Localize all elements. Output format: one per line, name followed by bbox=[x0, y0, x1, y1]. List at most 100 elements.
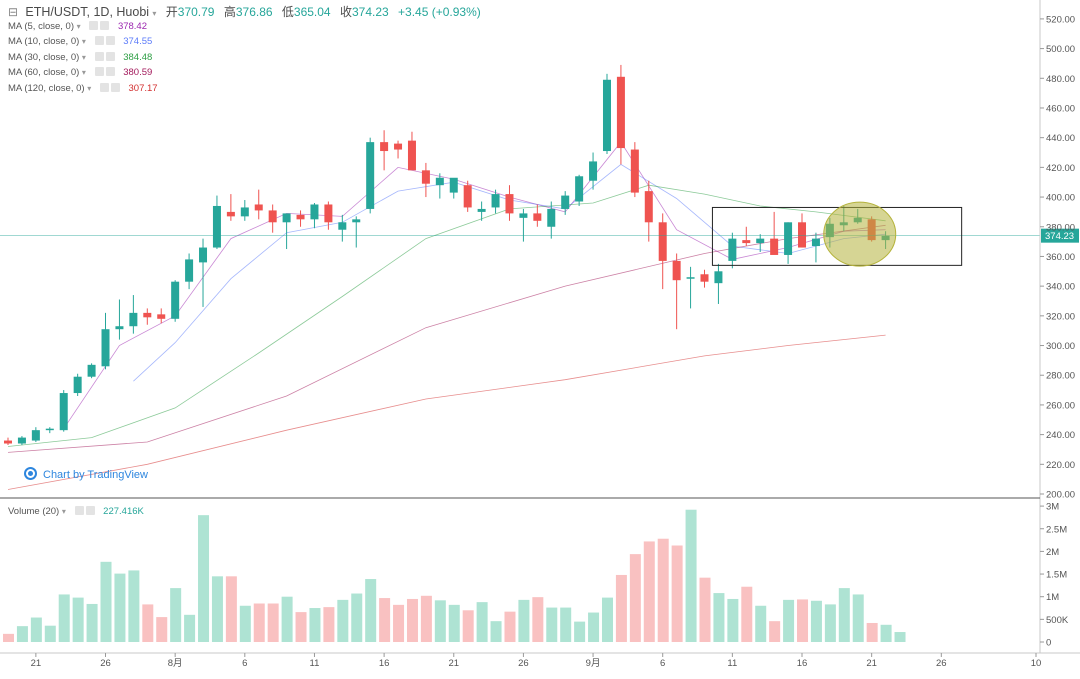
close-label: 收 bbox=[339, 5, 352, 19]
indicator-volume[interactable]: Volume (20) ▾ 227.416K bbox=[8, 506, 144, 517]
volume-tick-label: 0 bbox=[1046, 638, 1051, 649]
collapse-icon[interactable]: ⊟ bbox=[8, 5, 19, 19]
chevron-down-icon[interactable]: ▾ bbox=[81, 53, 86, 62]
candle-body bbox=[561, 195, 570, 209]
candle-body bbox=[700, 274, 709, 282]
candle-body bbox=[686, 277, 695, 279]
candle-body bbox=[435, 177, 444, 186]
volume-tick-label: 2M bbox=[1046, 547, 1059, 558]
volume-bar bbox=[365, 579, 377, 642]
chevron-down-icon[interactable]: ▾ bbox=[81, 68, 86, 77]
settings-icon[interactable] bbox=[89, 21, 99, 30]
volume-bar bbox=[741, 586, 753, 642]
volume-bar bbox=[351, 593, 363, 642]
indicator-ma60[interactable]: MA (60, close, 0) ▾ 380.59 bbox=[8, 67, 152, 78]
candle-body bbox=[602, 79, 611, 152]
indicator-ma30[interactable]: MA (30, close, 0) ▾ 384.48 bbox=[8, 52, 152, 63]
highlight-circle bbox=[823, 201, 897, 267]
candle-body bbox=[185, 259, 194, 282]
candle-body bbox=[296, 214, 305, 220]
volume-bar bbox=[434, 600, 446, 642]
price-tick-label: 320.00 bbox=[1046, 311, 1075, 322]
indicator-label: MA (10, close, 0) bbox=[8, 36, 80, 47]
volume-bar bbox=[128, 570, 140, 642]
last-price-badge bbox=[1041, 228, 1079, 243]
high-label: 高 bbox=[223, 5, 236, 19]
candle-body bbox=[338, 222, 347, 230]
candle-body bbox=[533, 213, 542, 221]
volume-value: 227.416K bbox=[103, 506, 144, 517]
settings-icon[interactable] bbox=[94, 36, 104, 45]
time-tick-label: 26 bbox=[100, 658, 111, 669]
close-icon[interactable] bbox=[105, 36, 115, 45]
volume-bar bbox=[727, 598, 739, 642]
indicator-ma10[interactable]: MA (10, close, 0) ▾ 374.55 bbox=[8, 36, 152, 47]
candle-body bbox=[171, 281, 180, 319]
volume-tick-label: 2.5M bbox=[1046, 524, 1067, 535]
chevron-down-icon[interactable]: ▾ bbox=[61, 507, 66, 516]
indicator-label: MA (60, close, 0) bbox=[8, 67, 80, 78]
price-tick-label: 420.00 bbox=[1046, 163, 1075, 174]
settings-icon[interactable] bbox=[74, 506, 84, 515]
chevron-down-icon[interactable]: ▾ bbox=[81, 37, 86, 46]
candle-body bbox=[212, 205, 221, 248]
chevron-down-icon[interactable]: ▾ bbox=[76, 22, 81, 31]
time-tick-label: 10 bbox=[1031, 658, 1042, 669]
volume-bar bbox=[601, 597, 613, 642]
candle-body bbox=[811, 238, 820, 247]
volume-bar bbox=[198, 515, 210, 642]
indicator-ma5[interactable]: MA (5, close, 0) ▾ 378.42 bbox=[8, 21, 147, 32]
indicator-label: MA (120, close, 0) bbox=[8, 83, 85, 94]
close-icon[interactable] bbox=[100, 21, 110, 30]
close-icon[interactable] bbox=[110, 83, 120, 92]
volume-bar bbox=[671, 545, 683, 642]
volume-bar bbox=[406, 598, 418, 642]
settings-icon[interactable] bbox=[94, 52, 104, 61]
candle-body bbox=[756, 238, 765, 244]
volume-bar bbox=[643, 541, 655, 642]
volume-tick-label: 1.5M bbox=[1046, 570, 1067, 581]
time-tick-label: 6 bbox=[660, 658, 665, 669]
chevron-down-icon[interactable]: ▾ bbox=[152, 9, 157, 18]
indicator-ma120[interactable]: MA (120, close, 0) ▾ 307.17 bbox=[8, 83, 158, 94]
volume-bar bbox=[239, 605, 251, 642]
price-tick-label: 520.00 bbox=[1046, 14, 1075, 25]
symbol-title[interactable]: ETH/USDT, 1D, Huobi bbox=[25, 5, 150, 19]
candle-body bbox=[310, 204, 319, 220]
volume-bar bbox=[393, 604, 405, 642]
close-icon[interactable] bbox=[85, 506, 95, 515]
volume-bar bbox=[476, 602, 488, 642]
indicator-value: 384.48 bbox=[123, 52, 153, 63]
candle-body bbox=[143, 312, 152, 318]
close-icon[interactable] bbox=[105, 52, 115, 61]
volume-bar bbox=[267, 603, 279, 642]
volume-bar bbox=[546, 607, 558, 642]
price-tick-label: 340.00 bbox=[1046, 282, 1075, 293]
price-tick-label: 200.00 bbox=[1046, 490, 1075, 501]
close-icon[interactable] bbox=[105, 67, 115, 76]
volume-bar bbox=[629, 554, 641, 642]
candle-body bbox=[394, 143, 403, 150]
last-price-badge-text: 374.23 bbox=[1045, 231, 1074, 242]
indicator-label: MA (5, close, 0) bbox=[8, 21, 74, 32]
volume-bar bbox=[100, 561, 112, 642]
settings-icon[interactable] bbox=[94, 67, 104, 76]
chevron-down-icon[interactable]: ▾ bbox=[87, 84, 92, 93]
price-tick-label: 280.00 bbox=[1046, 371, 1075, 382]
candle-body bbox=[742, 240, 751, 244]
candle-body bbox=[798, 222, 807, 248]
candle-body bbox=[714, 271, 723, 284]
candle-body bbox=[101, 329, 110, 367]
ma-line bbox=[7, 184, 886, 447]
volume-bar bbox=[337, 599, 349, 642]
low-value: 365.04 bbox=[293, 5, 331, 19]
settings-icon[interactable] bbox=[99, 83, 109, 92]
tradingview-watermark[interactable]: Chart by TradingView bbox=[24, 467, 148, 481]
candle-body bbox=[129, 312, 138, 327]
watermark-text: Chart by TradingView bbox=[43, 469, 148, 481]
volume-bar bbox=[281, 596, 293, 642]
price-tick-label: 480.00 bbox=[1046, 74, 1075, 85]
volume-bar bbox=[309, 608, 321, 642]
